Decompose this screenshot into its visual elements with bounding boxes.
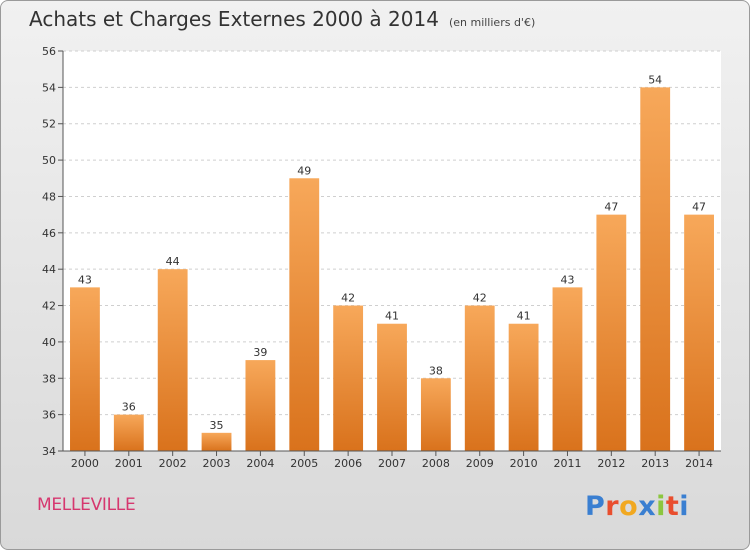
bar <box>552 287 583 451</box>
logo-letter: i <box>679 491 690 522</box>
x-tick-label: 2005 <box>290 457 318 470</box>
y-tick-label: 48 <box>42 190 56 203</box>
y-tick-label: 52 <box>42 118 56 131</box>
bar <box>70 287 100 451</box>
bar <box>596 214 627 451</box>
logo-letter: o <box>619 491 639 522</box>
bar <box>377 323 407 451</box>
logo-letter: i <box>656 491 666 522</box>
bar-value-label: 41 <box>517 310 531 323</box>
bar <box>508 323 539 451</box>
bar <box>157 269 188 451</box>
bar <box>464 305 495 451</box>
x-tick-label: 2002 <box>159 457 187 470</box>
commune-name: MELLEVILLE <box>37 495 136 515</box>
bar-value-label: 42 <box>473 292 487 305</box>
title-row: Achats et Charges Externes 2000 à 2014 (e… <box>29 7 535 31</box>
bar-value-label: 44 <box>166 255 180 268</box>
y-tick-label: 44 <box>42 263 56 276</box>
bar <box>420 378 451 451</box>
bar <box>201 432 232 451</box>
x-tick-label: 2000 <box>71 457 99 470</box>
bar-value-label: 42 <box>341 292 355 305</box>
x-tick-label: 2007 <box>378 457 406 470</box>
logo-letter: P <box>585 491 606 522</box>
y-tick-label: 56 <box>42 45 56 58</box>
chart-title: Achats et Charges Externes 2000 à 2014 <box>29 7 439 31</box>
x-tick-label: 2014 <box>685 457 713 470</box>
bar <box>333 305 364 451</box>
bar <box>640 87 671 451</box>
bar-value-label: 54 <box>648 73 662 86</box>
bar-value-label: 38 <box>429 364 443 377</box>
x-tick-label: 2003 <box>203 457 231 470</box>
chart-unit: (en milliers d'€) <box>448 16 536 29</box>
bar-value-label: 39 <box>253 346 267 359</box>
y-tick-label: 40 <box>42 336 56 349</box>
x-tick-label: 2010 <box>510 457 538 470</box>
logo-letter: r <box>605 491 620 522</box>
y-tick-label: 54 <box>42 81 56 94</box>
bar-value-label: 49 <box>297 164 311 177</box>
axes: 34 36 38 40 42 44 46 48 50 52 54 56 2000 2001 2002 2003… <box>42 45 721 470</box>
x-tick-label: 2004 <box>246 457 274 470</box>
x-tick-label: 2011 <box>553 457 581 470</box>
bar-value-label: 43 <box>560 273 574 286</box>
bar-value-label: 47 <box>692 201 706 214</box>
y-tick-label: 42 <box>42 300 56 313</box>
y-tick-label: 38 <box>42 372 56 385</box>
logo-letter: x <box>638 491 657 522</box>
y-tick-label: 36 <box>42 409 56 422</box>
bars: 43 36 44 35 39 49 42 41 38 42 41 43 47 54 47 <box>70 73 714 452</box>
bar <box>245 360 276 451</box>
bar-value-label: 36 <box>122 401 136 414</box>
bar-value-label: 47 <box>604 201 618 214</box>
y-tick-label: 46 <box>42 227 56 240</box>
bar <box>113 414 144 451</box>
x-tick-label: 2013 <box>641 457 669 470</box>
bar <box>684 214 714 451</box>
y-tick-label: 34 <box>42 445 56 458</box>
x-tick-label: 2008 <box>422 457 450 470</box>
bar-value-label: 35 <box>210 419 224 432</box>
x-tick-label: 2009 <box>466 457 494 470</box>
x-tick-label: 2012 <box>597 457 625 470</box>
bar <box>289 178 320 452</box>
y-tick-label: 50 <box>42 154 56 167</box>
x-tick-label: 2006 <box>334 457 362 470</box>
proxiti-logo: Proxiti <box>585 491 689 522</box>
logo-letter: t <box>665 491 680 522</box>
bar-value-label: 41 <box>385 310 399 323</box>
x-tick-label: 2001 <box>115 457 143 470</box>
bar-value-label: 43 <box>78 273 92 286</box>
